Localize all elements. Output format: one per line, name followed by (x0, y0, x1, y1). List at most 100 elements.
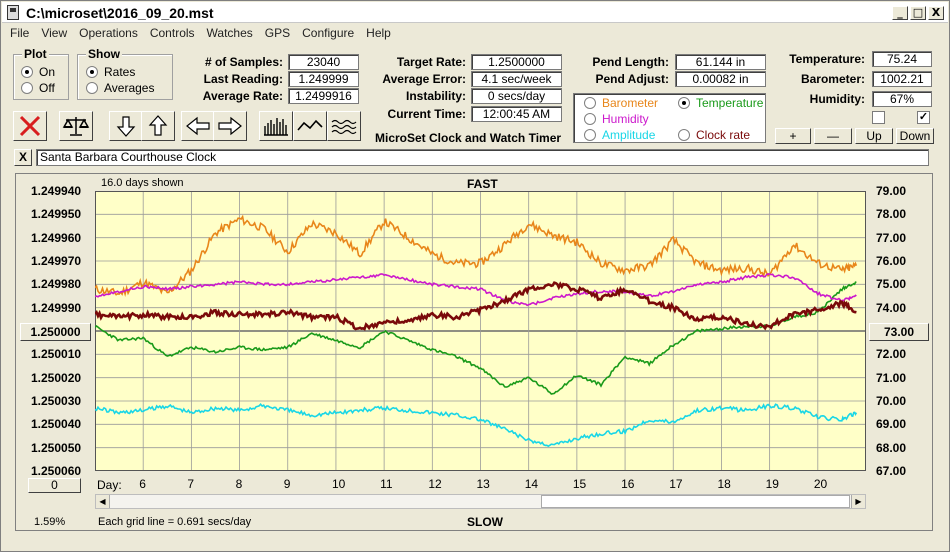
menu-file[interactable]: File (10, 26, 30, 40)
percent-label: 1.59% (34, 516, 66, 528)
maximize-button[interactable]: □ (910, 6, 926, 20)
plot-border (95, 191, 866, 471)
grid-note-label: Each grid line = 0.691 secs/day (98, 516, 252, 528)
left-tick-label: 1.250010 (31, 347, 82, 362)
scrollbar-thumb[interactable] (541, 495, 850, 508)
right-tick-label: 70.00 (876, 394, 907, 408)
scroll-down-button[interactable]: Down (896, 128, 934, 144)
plot-off-label: Off (39, 81, 55, 95)
legend-clock-rate[interactable]: Clock rate (678, 128, 750, 142)
legend-amplitude[interactable]: Amplitude (584, 128, 655, 142)
zero-button[interactable]: 0 (28, 478, 81, 493)
reference-temp-button[interactable]: 73.00 (869, 323, 929, 341)
legend-clock-rate-label: Clock rate (696, 128, 751, 142)
checkbox-2[interactable]: ✓ (917, 111, 930, 124)
series-legend (573, 93, 766, 143)
x-tick-label: 14 (524, 477, 539, 491)
zoom-in-button[interactable]: + (775, 128, 811, 144)
menu-gps[interactable]: GPS (264, 26, 291, 40)
rate-chart[interactable] (95, 191, 866, 471)
stop-button[interactable] (13, 111, 47, 141)
plot-off-radio[interactable]: Off (21, 81, 55, 95)
legend-humidity[interactable]: Humidity (584, 112, 649, 126)
legend-temperature-label: Temperature (696, 96, 764, 110)
instability-label: Instability: (405, 89, 466, 103)
balance-scale-icon (62, 117, 90, 136)
menu-help[interactable]: Help (366, 26, 391, 40)
average-rate-value: 1.2499916 (288, 88, 359, 104)
radio-empty-icon (584, 129, 596, 141)
left-tick-label: 1.249970 (31, 254, 82, 268)
right-tick-label: 69.00 (876, 417, 907, 432)
legend-barometer[interactable]: Barometer (584, 96, 658, 110)
day-axis-label: Day: (97, 478, 122, 492)
checkbox-1[interactable] (872, 111, 885, 124)
radio-empty-icon (584, 113, 596, 125)
x-tick-label: 12 (428, 477, 442, 491)
horizontal-scrollbar[interactable]: ◀ ▶ (95, 494, 866, 509)
x-tick-label: 15 (572, 477, 587, 491)
show-averages-label: Averages (104, 81, 155, 95)
days-shown-label: 16.0 days shown (101, 177, 184, 189)
show-averages-radio[interactable]: Averages (86, 81, 154, 95)
arrow-right-button[interactable] (213, 111, 247, 141)
radio-selected-icon (678, 97, 690, 109)
arrow-left-icon (186, 116, 210, 136)
humidity-value: 67% (872, 91, 932, 107)
zoom-out-button[interactable]: — (814, 128, 852, 144)
close-clock-button[interactable]: X (14, 149, 32, 166)
line-graph-button[interactable] (293, 111, 327, 141)
right-tick-label: 71.00 (876, 370, 907, 385)
right-tick-label: 68.00 (876, 440, 907, 455)
scroll-left-icon[interactable]: ◀ (96, 495, 110, 508)
plot-group: Plot (13, 47, 69, 100)
arrow-left-button[interactable] (181, 111, 215, 141)
temperature-label: Temperature: (789, 52, 865, 66)
menu-configure[interactable]: Configure (302, 26, 355, 40)
close-window-button[interactable]: X (928, 6, 944, 20)
legend-temperature[interactable]: Temperature (678, 96, 763, 110)
barometer-label: Barometer: (800, 72, 865, 86)
reference-rate-button[interactable]: 1.250000 (20, 323, 91, 341)
scroll-up-button[interactable]: Up (855, 128, 893, 144)
right-tick-label: 72.00 (876, 347, 907, 362)
arrow-down-button[interactable] (109, 111, 143, 141)
bar-graph-button[interactable] (259, 111, 293, 141)
average-error-value: 4.1 sec/week (471, 71, 562, 87)
average-error-label: Average Error: (382, 72, 466, 86)
right-tick-label: 75.00 (876, 277, 907, 292)
wave-graph-button[interactable] (327, 111, 361, 141)
arrow-up-button[interactable] (141, 111, 175, 141)
minimize-button[interactable]: _ (892, 6, 908, 20)
app-title: MicroSet Clock and Watch Timer (375, 131, 562, 145)
right-tick-label: 77.00 (876, 230, 907, 245)
menu-bar: File View Operations Controls Watches GPS Conf… (2, 24, 948, 42)
plot-group-caption: Plot (22, 47, 49, 61)
series-line-clock-rate (95, 281, 857, 331)
clock-name-field[interactable]: Santa Barbara Courthouse Clock (36, 149, 929, 166)
current-time-label: Current Time: (387, 107, 466, 121)
left-tick-label: 1.249950 (31, 207, 82, 222)
legend-amplitude-label: Amplitude (602, 128, 656, 142)
plot-on-radio[interactable]: On (21, 65, 55, 79)
pend-length-label: Pend Length: (592, 55, 669, 69)
temperature-value: 75.24 (872, 51, 932, 67)
left-tick-label: 1.249990 (31, 300, 82, 315)
menu-watches[interactable]: Watches (206, 26, 253, 40)
slow-label: SLOW (467, 515, 503, 529)
scroll-right-icon[interactable]: ▶ (851, 495, 865, 508)
arrow-right-icon (218, 116, 242, 136)
target-rate-label: Target Rate: (396, 55, 466, 69)
red-x-icon (19, 115, 41, 137)
radio-empty-icon (584, 97, 596, 109)
app-icon[interactable] (7, 5, 19, 20)
pend-adjust-label: Pend Adjust: (595, 72, 669, 86)
x-tick-label: 16 (621, 477, 635, 491)
menu-view[interactable]: View (41, 26, 68, 40)
menu-controls[interactable]: Controls (149, 26, 195, 40)
title-bar[interactable]: C:\microset\2016_09_20.mst _ □ X (2, 2, 948, 23)
show-rates-radio[interactable]: Rates (86, 65, 135, 79)
show-group: Show (77, 47, 173, 100)
balance-button[interactable] (59, 111, 93, 141)
menu-operations[interactable]: Operations (79, 26, 138, 40)
